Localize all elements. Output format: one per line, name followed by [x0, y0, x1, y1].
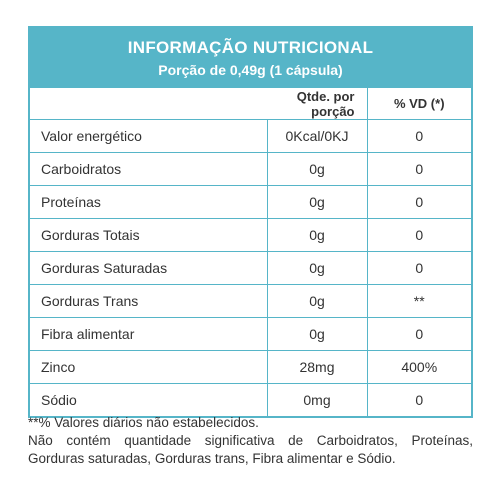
nutrient-quantity: 0g — [266, 284, 368, 318]
nutrition-table: Qtde. por porção % VD (*) Valor energéti… — [30, 88, 471, 416]
nutrient-daily-value: 0 — [366, 383, 471, 416]
column-header-daily-value: % VD (*) — [366, 88, 471, 120]
nutrient-quantity: 0mg — [266, 383, 368, 416]
table-header-row: Qtde. por porção % VD (*) — [30, 88, 471, 120]
nutrient-quantity: 0g — [266, 317, 368, 351]
table-row: Gorduras Saturadas 0g 0 — [30, 251, 471, 285]
nutrient-daily-value: ** — [366, 284, 471, 318]
table-row: Valor energético 0Kcal/0KJ 0 — [30, 119, 471, 153]
table-row: Zinco 28mg 400% — [30, 350, 471, 384]
nutrient-daily-value: 0 — [366, 119, 471, 153]
serving-size: Porção de 0,49g (1 cápsula) — [158, 62, 343, 78]
footnote-not-significant-line-2: Gorduras saturadas, Gorduras trans, Fibr… — [28, 451, 396, 466]
nutrient-name: Gorduras Saturadas — [30, 251, 268, 285]
table-row: Carboidratos 0g 0 — [30, 152, 471, 186]
nutrient-name: Carboidratos — [30, 152, 268, 186]
footnote-daily-values: **% Valores diários não estabelecidos. — [28, 415, 259, 430]
footnote-not-significant-line-1: Não contém quantidade significativa de C… — [28, 433, 473, 448]
nutrient-name: Proteínas — [30, 185, 268, 219]
footnotes: **% Valores diários não estabelecidos. N… — [28, 414, 473, 468]
nutrient-quantity: 0g — [266, 152, 368, 186]
nutrient-name: Sódio — [30, 383, 268, 416]
table-row: Gorduras Totais 0g 0 — [30, 218, 471, 252]
nutrient-daily-value: 0 — [366, 152, 471, 186]
nutrient-quantity: 28mg — [266, 350, 368, 384]
nutrient-name: Valor energético — [30, 119, 268, 153]
nutrient-daily-value: 0 — [366, 185, 471, 219]
nutrient-daily-value: 400% — [366, 350, 471, 384]
nutrient-daily-value: 0 — [366, 251, 471, 285]
nutrient-name: Gorduras Trans — [30, 284, 268, 318]
nutrient-quantity: 0g — [266, 218, 368, 252]
nutrient-quantity: 0g — [266, 185, 368, 219]
nutrient-name: Fibra alimentar — [30, 317, 268, 351]
column-header-quantity: Qtde. por porção — [267, 88, 368, 120]
table-row: Gorduras Trans 0g ** — [30, 284, 471, 318]
nutrient-name: Zinco — [30, 350, 268, 384]
nutrient-daily-value: 0 — [366, 317, 471, 351]
table-row: Proteínas 0g 0 — [30, 185, 471, 219]
table-row: Sódio 0mg 0 — [30, 383, 471, 416]
nutrient-name: Gorduras Totais — [30, 218, 268, 252]
nutrition-panel: INFORMAÇÃO NUTRICIONAL Porção de 0,49g (… — [28, 26, 473, 418]
nutrition-title: INFORMAÇÃO NUTRICIONAL — [127, 38, 374, 57]
nutrition-header: INFORMAÇÃO NUTRICIONAL Porção de 0,49g (… — [30, 28, 471, 88]
nutrient-quantity: 0Kcal/0KJ — [266, 119, 368, 153]
nutrient-quantity: 0g — [266, 251, 368, 285]
nutrient-daily-value: 0 — [366, 218, 471, 252]
table-row: Fibra alimentar 0g 0 — [30, 317, 471, 351]
column-header-nutrient — [30, 88, 267, 120]
